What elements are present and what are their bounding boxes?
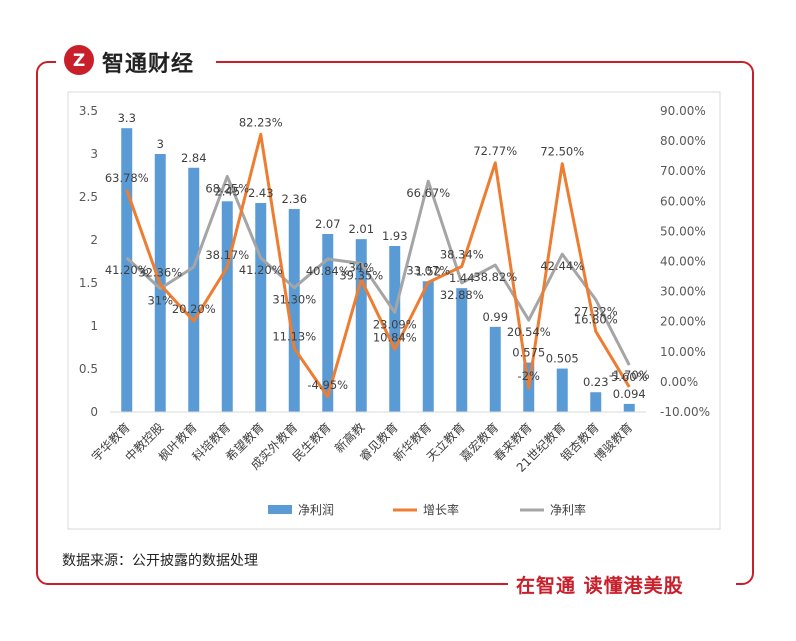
growth-rate-line — [125, 132, 631, 399]
bar — [623, 403, 635, 412]
margin-data-label: 20.54% — [507, 325, 551, 339]
bar — [389, 246, 401, 412]
margin-data-label: 41.20% — [105, 263, 149, 277]
zhitong-logo-icon: Z — [64, 45, 94, 75]
data-source-note: 数据来源：公开披露的数据处理 — [62, 553, 258, 569]
margin-data-label: 39.35% — [339, 268, 383, 282]
logo-letter: Z — [73, 51, 85, 71]
margin-data-label: 31% — [147, 294, 173, 308]
bar-data-label: 2.36 — [281, 192, 307, 206]
legend-label: 净利润 — [298, 503, 334, 517]
right-axis-tick: 40.00% — [660, 255, 706, 269]
legend-swatch-net-profit — [268, 505, 292, 514]
bar — [255, 203, 267, 412]
margin-data-label: 38.82% — [473, 270, 517, 284]
bar — [355, 239, 367, 412]
growth-data-label: 10.84% — [373, 330, 417, 344]
bar-data-label: 1.44 — [449, 271, 475, 285]
footer-background — [508, 572, 736, 598]
slogan: 在智通 读懂港美股 — [516, 575, 684, 597]
bar-data-label: 2.84 — [181, 151, 207, 165]
growth-data-label: 32.36% — [138, 265, 182, 279]
margin-data-label: 41.20% — [239, 263, 283, 277]
legend-label: 增长率 — [423, 502, 459, 517]
bar-data-label: 0.094 — [613, 387, 646, 401]
margin-data-label: 31.30% — [272, 293, 316, 307]
growth-data-label: 72.77% — [473, 144, 517, 158]
bar — [322, 233, 334, 412]
bar — [221, 201, 233, 412]
bar-data-label: 0.505 — [546, 352, 579, 366]
net-margin-line — [125, 174, 631, 366]
growth-data-label: 20.20% — [172, 302, 216, 316]
left-axis-tick: 2.5 — [79, 190, 98, 204]
bar-data-label: 0.23 — [583, 375, 609, 389]
growth-data-label: 16.80% — [574, 312, 618, 326]
growth-data-label: 82.23% — [239, 115, 283, 129]
left-axis-tick: 3 — [90, 147, 98, 161]
margin-data-label: 40.84% — [306, 264, 350, 278]
growth-data-label: -4.95% — [307, 378, 348, 392]
bar — [489, 326, 501, 412]
margin-data-label: 5.60% — [611, 370, 648, 384]
growth-data-label: -1.70% — [609, 368, 650, 382]
bar-data-label: 3 — [157, 137, 164, 151]
bar — [288, 209, 300, 412]
growth-data-label: 72.50% — [540, 145, 584, 159]
right-axis-tick: 20.00% — [660, 315, 706, 329]
bar — [556, 368, 568, 412]
right-axis-tick: 50.00% — [660, 224, 706, 238]
left-axis-tick: 0 — [90, 405, 98, 419]
growth-data-label: 38.34% — [440, 247, 484, 261]
growth-data-label: -2% — [518, 369, 540, 383]
right-axis-tick: 80.00% — [660, 134, 706, 148]
bar-data-label: 3.3 — [118, 111, 136, 125]
bar-data-label: 2.45 — [214, 184, 240, 198]
bar — [456, 288, 468, 412]
brand-name: 智通财经 — [102, 52, 195, 77]
right-axis-tick: 0.00% — [660, 375, 698, 389]
right-axis-tick: 10.00% — [660, 345, 706, 359]
left-axis-tick: 3.5 — [79, 104, 98, 118]
left-axis-tick: 1.5 — [79, 276, 98, 290]
bar-data-label: 1.52 — [415, 264, 441, 278]
right-axis-tick: 90.00% — [660, 104, 706, 118]
bar — [188, 167, 200, 412]
bar — [590, 392, 602, 412]
margin-data-label: 23.09% — [373, 317, 417, 331]
growth-data-label: 63.78% — [105, 171, 149, 185]
left-axis-tick: 0.5 — [79, 362, 98, 376]
margin-data-label: 42.44% — [540, 259, 584, 273]
left-axis-tick: 1 — [90, 319, 98, 333]
bar-data-label: 1.93 — [382, 229, 408, 243]
margin-data-label: 32.88% — [440, 288, 484, 302]
bar — [121, 128, 133, 412]
margin-data-label: 68.25% — [205, 181, 249, 195]
bar-data-label: 2.07 — [315, 217, 341, 231]
right-axis-tick: 70.00% — [660, 164, 706, 178]
bar-data-label: 2.01 — [348, 222, 374, 236]
bar-data-label: 2.43 — [248, 186, 274, 200]
right-axis-tick: -10.00% — [660, 405, 710, 419]
growth-data-label: 34% — [348, 261, 374, 275]
bar — [422, 281, 434, 412]
right-axis-tick: 60.00% — [660, 194, 706, 208]
growth-data-label: 38.17% — [205, 248, 249, 262]
legend-label: 净利率 — [550, 502, 586, 517]
growth-data-label: 33.07% — [406, 263, 450, 277]
right-axis-tick: 30.00% — [660, 285, 706, 299]
bar-data-label: 0.575 — [512, 346, 545, 360]
chart-area-border — [67, 91, 721, 530]
bar-data-label: 0.99 — [482, 310, 508, 324]
margin-data-label: 27.32% — [574, 305, 618, 319]
margin-data-label: 66.67% — [406, 186, 450, 200]
left-axis-tick: 2 — [90, 233, 98, 247]
growth-data-label: 11.13% — [272, 329, 316, 343]
content-frame — [36, 61, 754, 585]
